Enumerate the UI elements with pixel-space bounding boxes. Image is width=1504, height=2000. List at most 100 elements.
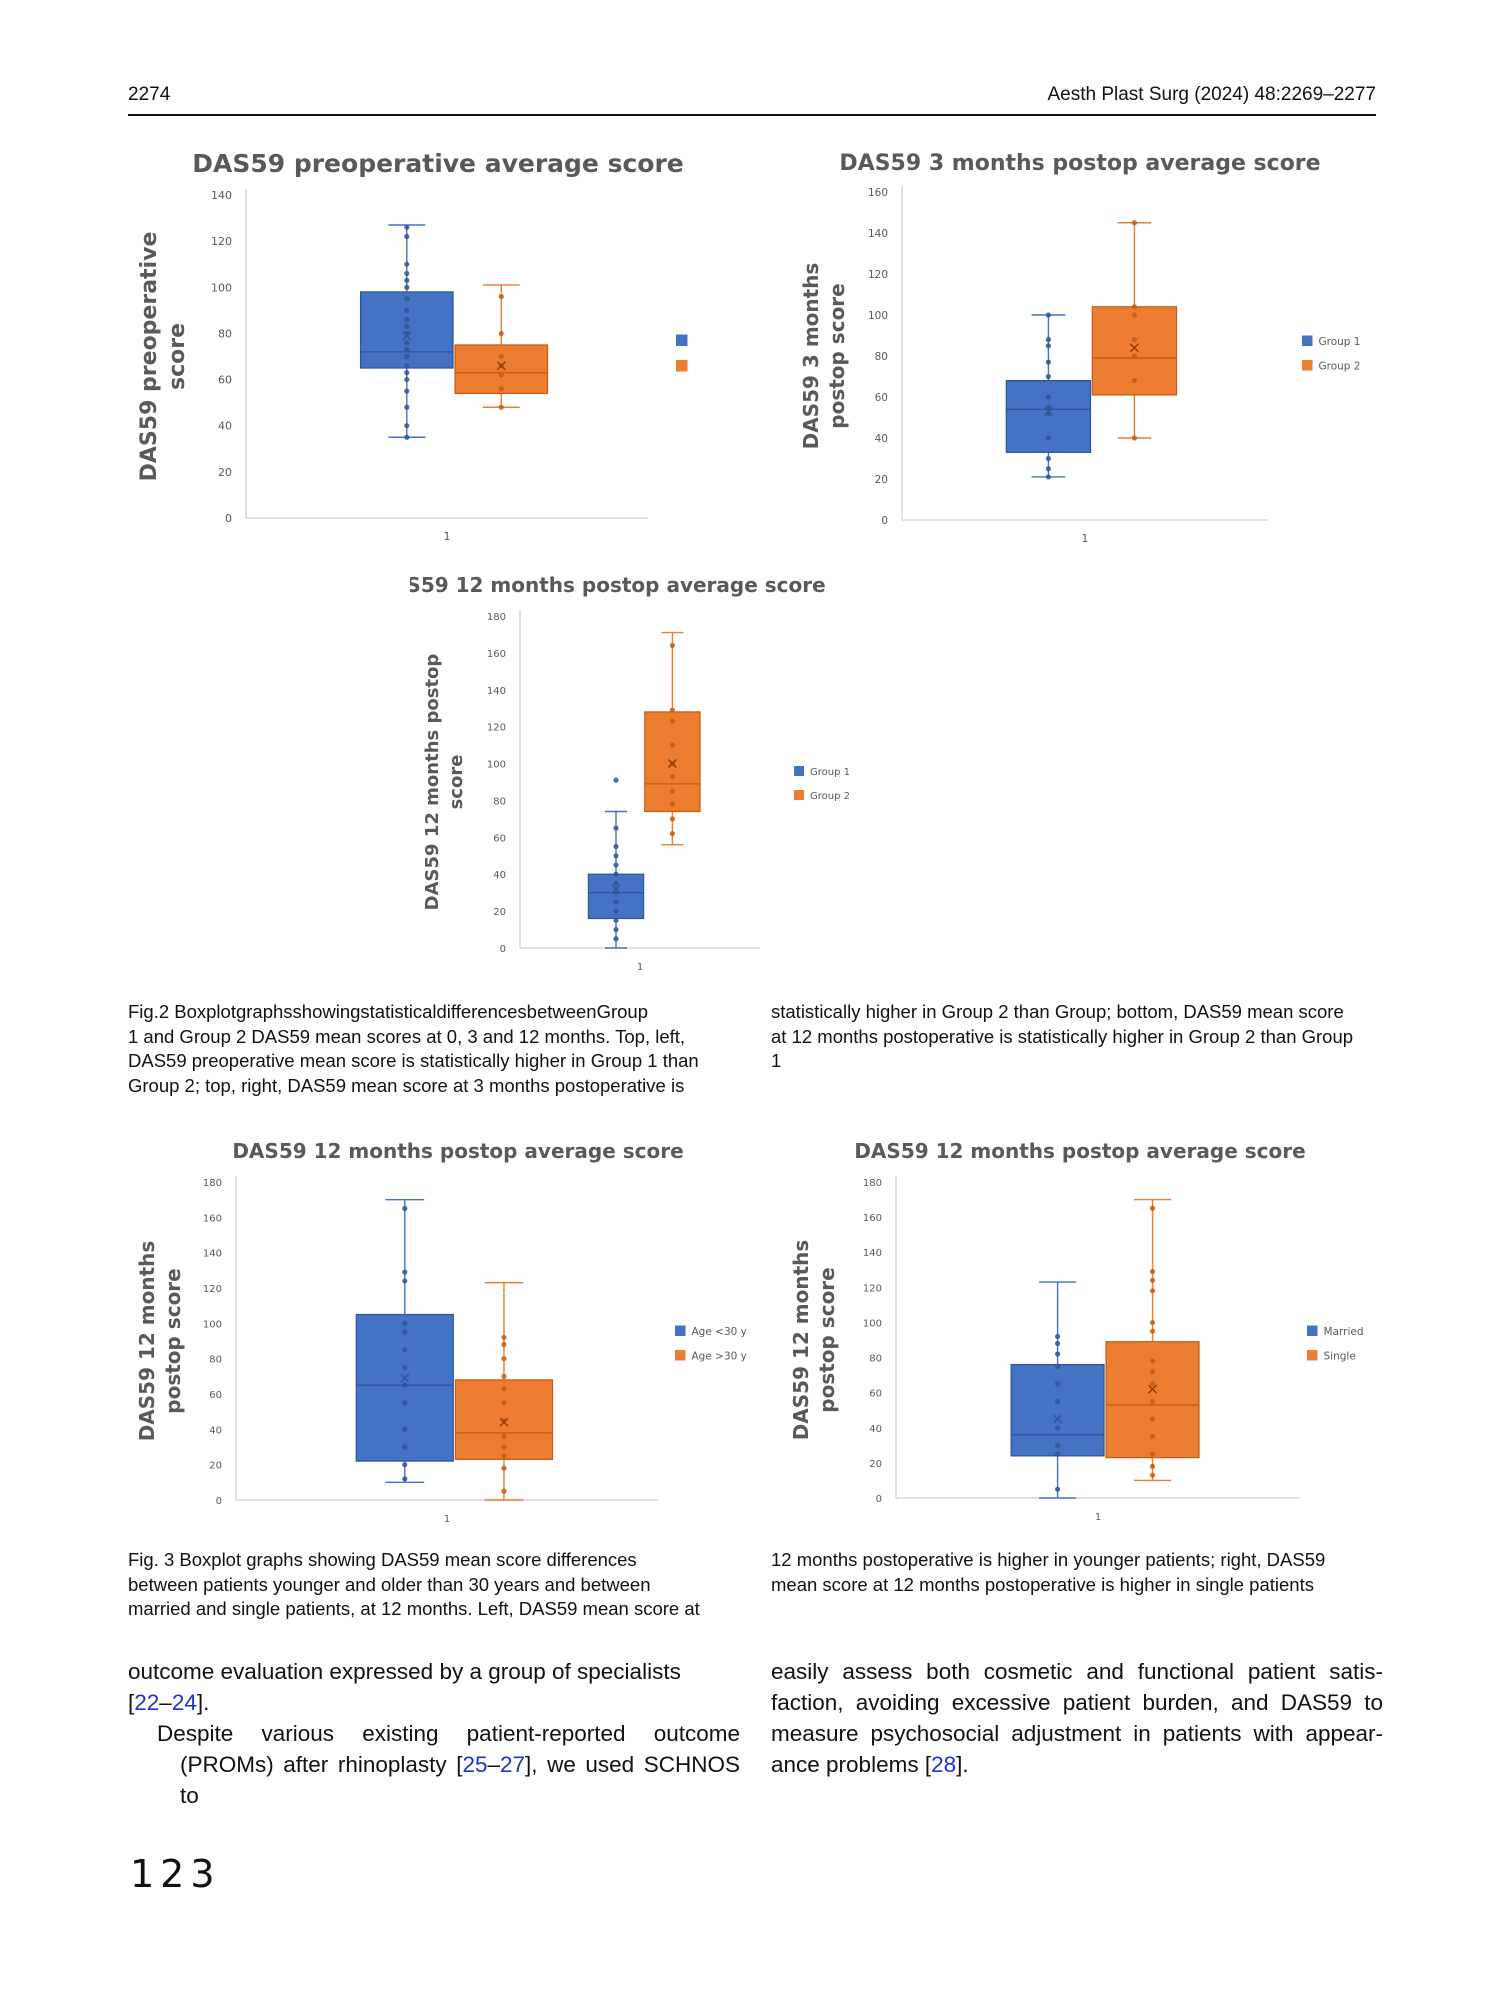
data-point bbox=[404, 277, 410, 283]
x-tick-label: 1 bbox=[444, 530, 451, 543]
legend-swatch bbox=[676, 334, 688, 346]
y-tick-label: 40 bbox=[218, 420, 232, 433]
y-tick-label: 120 bbox=[863, 1283, 882, 1294]
y-tick-label: 120 bbox=[487, 723, 506, 734]
data-point bbox=[498, 330, 504, 337]
citation-link-25[interactable]: 25 bbox=[462, 1752, 488, 1777]
legend-swatch bbox=[675, 1350, 686, 1361]
chart-svg: DAS59 3 months postop average score DAS59… bbox=[799, 151, 1361, 545]
y-tick-label: 0 bbox=[500, 944, 506, 955]
data-point bbox=[498, 404, 504, 410]
citation-link-28[interactable]: 28 bbox=[931, 1752, 957, 1777]
data-point bbox=[404, 370, 410, 376]
mean-marker bbox=[402, 331, 412, 341]
data-point bbox=[1045, 337, 1051, 343]
y-tick-label: 60 bbox=[869, 1389, 882, 1400]
y-tick-label: 20 bbox=[875, 474, 888, 486]
data-point bbox=[613, 890, 619, 896]
y-tick-label: 100 bbox=[203, 1319, 222, 1330]
y-tick-label: 20 bbox=[869, 1459, 882, 1470]
data-point bbox=[1149, 1416, 1156, 1422]
data-point bbox=[1045, 394, 1051, 400]
y-tick-label: 80 bbox=[218, 327, 232, 340]
data-point bbox=[1149, 1369, 1156, 1375]
data-point bbox=[404, 296, 410, 302]
body-line: [22–24]. bbox=[128, 1687, 740, 1718]
data-point bbox=[1045, 455, 1051, 462]
legend-swatch bbox=[1307, 1350, 1318, 1361]
citation-link-22[interactable]: 22 bbox=[134, 1690, 160, 1715]
y-tick-label: 140 bbox=[863, 1248, 882, 1259]
data-point bbox=[1045, 435, 1051, 441]
y-tick-label: 0 bbox=[225, 512, 232, 525]
data-point bbox=[498, 353, 504, 360]
y-tick-label: 40 bbox=[869, 1424, 882, 1435]
data-point bbox=[669, 773, 675, 780]
chart-svg: DAS59 12 months postop average score DAS5… bbox=[789, 1139, 1364, 1523]
y-axis-label: score bbox=[446, 755, 467, 810]
data-point bbox=[1055, 1442, 1061, 1448]
data-point bbox=[501, 1341, 507, 1348]
x-tick-label: 1 bbox=[1082, 533, 1089, 545]
body-line: ance problems [28]. bbox=[771, 1749, 1383, 1780]
data-point bbox=[402, 1400, 408, 1406]
data-point bbox=[669, 801, 675, 807]
data-point bbox=[402, 1269, 408, 1275]
journal-citation: Aesth Plast Surg (2024) 48:2269–2277 bbox=[1047, 84, 1376, 105]
data-point bbox=[404, 423, 410, 429]
y-tick-label: 80 bbox=[869, 1354, 882, 1365]
fig2-caption-col1: Fig.2 Boxplotgraphsshowingstatisticaldif… bbox=[128, 1000, 728, 1098]
legend-label: Single bbox=[1324, 1351, 1356, 1363]
body-text: ]. bbox=[956, 1752, 969, 1777]
header-rule bbox=[128, 114, 1376, 116]
data-point bbox=[613, 908, 619, 914]
data-point bbox=[404, 224, 410, 230]
data-point bbox=[404, 323, 410, 330]
y-tick-label: 60 bbox=[209, 1390, 222, 1401]
data-point bbox=[613, 871, 619, 877]
data-point bbox=[669, 707, 675, 713]
data-point bbox=[1149, 1472, 1156, 1478]
legend-label: Age >30 y bbox=[692, 1351, 747, 1363]
data-point bbox=[1045, 404, 1051, 410]
ref-bracket: [ bbox=[128, 1690, 135, 1715]
y-tick-label: 100 bbox=[868, 310, 888, 322]
data-point bbox=[1055, 1363, 1061, 1369]
y-tick-label: 140 bbox=[203, 1249, 222, 1260]
data-point bbox=[669, 816, 675, 822]
data-point bbox=[402, 1278, 408, 1284]
data-point bbox=[1055, 1340, 1061, 1347]
data-point bbox=[1045, 466, 1051, 472]
legend-label: Age <30 y bbox=[692, 1326, 747, 1338]
citation-link-24[interactable]: 24 bbox=[171, 1690, 197, 1715]
body-line: measure psychosocial adjustment in patie… bbox=[771, 1721, 1383, 1746]
y-tick-label: 140 bbox=[868, 228, 888, 240]
legend-swatch bbox=[794, 790, 804, 800]
y-axis-label: DAS59 12 months bbox=[135, 1241, 159, 1442]
body-text: ance problems [ bbox=[771, 1752, 932, 1777]
page-number: 2274 bbox=[128, 84, 171, 105]
data-point bbox=[404, 376, 410, 383]
data-point bbox=[669, 742, 675, 748]
box-married bbox=[1010, 1363, 1105, 1457]
data-point bbox=[501, 1373, 507, 1379]
mean-marker bbox=[1129, 343, 1139, 353]
caption-line: Fig. 3 Boxplot graphs showing DAS59 mean… bbox=[128, 1549, 637, 1570]
legend-swatch bbox=[675, 1325, 686, 1336]
data-point bbox=[404, 388, 410, 394]
data-point bbox=[501, 1386, 507, 1392]
data-point bbox=[1055, 1333, 1061, 1340]
data-point bbox=[404, 261, 410, 267]
data-point bbox=[669, 642, 675, 649]
citation-link-27[interactable]: 27 bbox=[500, 1752, 526, 1777]
mean-marker bbox=[1053, 1414, 1063, 1424]
data-point bbox=[1045, 343, 1051, 349]
data-point bbox=[1055, 1351, 1061, 1357]
mean-marker bbox=[611, 884, 621, 894]
data-point bbox=[1131, 337, 1138, 343]
y-tick-label: 0 bbox=[881, 515, 888, 527]
body-right-column: easily assess both cosmetic and function… bbox=[771, 1656, 1383, 1780]
data-point bbox=[402, 1205, 408, 1212]
data-point bbox=[404, 404, 410, 410]
data-point bbox=[1045, 312, 1051, 318]
